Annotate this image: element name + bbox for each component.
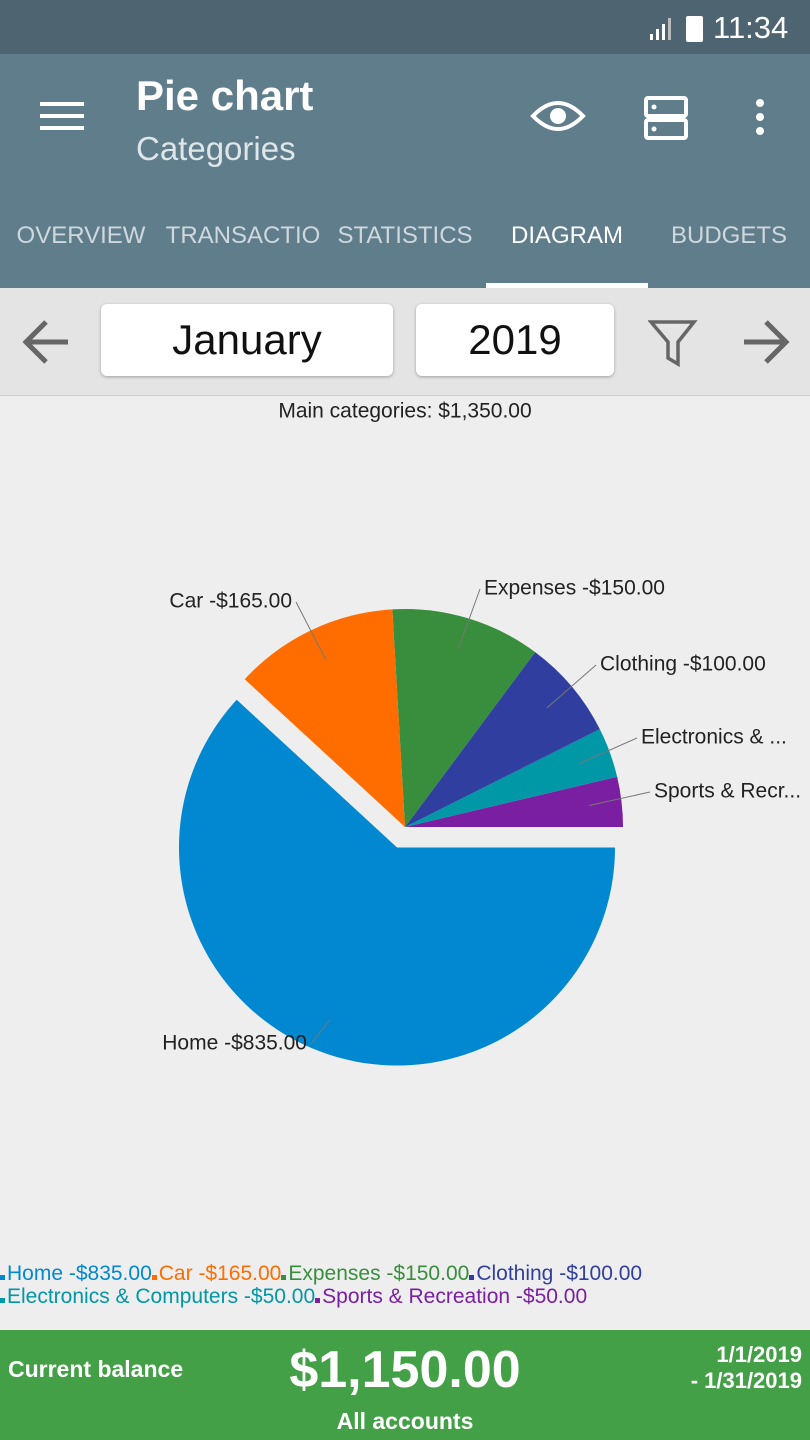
legend-entry: Expenses -$150.00 xyxy=(281,1262,469,1285)
time: 11:34 xyxy=(713,10,789,45)
eye-button[interactable] xyxy=(530,96,586,136)
legend-label: Clothing -$100.00 xyxy=(476,1262,643,1285)
slice-label: Car -$165.00 xyxy=(169,590,292,613)
legend-entry: Home -$835.00 xyxy=(0,1262,152,1285)
title: Pie chart xyxy=(136,72,314,119)
pie-slice xyxy=(392,609,536,827)
tab[interactable]: DIAGRAM xyxy=(510,222,623,249)
accounts-label: All accounts xyxy=(336,1408,474,1434)
subtitle: Categories xyxy=(136,130,296,167)
app-bar: Pie chart Categories xyxy=(0,54,810,288)
date-from: 1/1/2019 xyxy=(716,1342,802,1367)
leader-line xyxy=(588,791,651,806)
pie-slice xyxy=(405,652,600,827)
more-button[interactable] xyxy=(752,98,768,138)
legend-label: Home -$835.00 xyxy=(7,1262,152,1285)
menu-button[interactable] xyxy=(40,100,86,134)
status-icons xyxy=(650,16,703,42)
legend-entry: Electronics & Computers -$50.00 xyxy=(0,1285,315,1308)
date-to: - 1/31/2019 xyxy=(690,1368,802,1393)
status-bar: 11:34 xyxy=(0,0,810,54)
legend-label: Expenses -$150.00 xyxy=(288,1262,470,1285)
legend-entry: Sports & Recreation -$50.00 xyxy=(315,1285,587,1308)
slice-label: Clothing -$100.00 xyxy=(600,653,766,676)
pie-chart: Main categories: $1,350.00 Sports & Recr… xyxy=(162,400,801,1066)
balance-label: Current balance xyxy=(8,1356,184,1382)
legend-swatch xyxy=(469,1275,475,1280)
tab[interactable]: TRANSACTIO xyxy=(165,222,321,249)
tab[interactable]: STATISTICS xyxy=(337,222,473,249)
slice-label: Expenses -$150.00 xyxy=(484,577,665,600)
tab[interactable]: BUDGETS xyxy=(670,222,787,249)
tab[interactable]: OVERVIEW xyxy=(16,222,146,249)
legend-entry: Clothing -$100.00 xyxy=(469,1262,642,1285)
footer: Current balance $1,150.00 All accounts 1… xyxy=(0,1330,810,1440)
legend: Home -$835.00 Car -$165.00 Expenses -$150.… xyxy=(0,1262,810,1308)
legend-swatch xyxy=(151,1275,157,1280)
legend-entry: Car -$165.00 xyxy=(151,1262,282,1285)
legend-label: Electronics & Computers -$50.00 xyxy=(7,1285,316,1308)
leader-line xyxy=(310,1019,330,1045)
legend-label: Sports & Recreation -$50.00 xyxy=(322,1285,588,1308)
legend-swatch xyxy=(0,1275,5,1280)
next-button[interactable] xyxy=(740,318,792,366)
legend-swatch xyxy=(315,1298,321,1303)
month-selector[interactable]: January xyxy=(101,304,393,376)
legend-swatch xyxy=(281,1275,287,1280)
leader-line xyxy=(457,588,481,650)
leader-line xyxy=(295,601,327,660)
pie-slice xyxy=(405,729,618,827)
legend-label: Car -$165.00 xyxy=(158,1262,282,1285)
balance-value: $1,150.00 xyxy=(289,1341,521,1399)
leader-line xyxy=(578,737,638,765)
pie-slice xyxy=(244,609,405,827)
legend-swatch xyxy=(0,1298,5,1303)
prev-button[interactable] xyxy=(20,318,72,366)
accounts-button[interactable] xyxy=(644,96,688,140)
filter-button[interactable] xyxy=(648,318,698,368)
slice-label: Electronics & ... xyxy=(641,726,787,749)
tab-indicator xyxy=(486,283,648,288)
pie-slice xyxy=(178,699,615,1066)
chart-title: Main categories: $1,350.00 xyxy=(278,400,531,423)
pie-slice xyxy=(405,776,623,827)
leader-line xyxy=(546,664,597,709)
slice-label: Home -$835.00 xyxy=(162,1032,307,1055)
slice-label: Sports & Recr... xyxy=(654,780,801,803)
year-selector[interactable]: 2019 xyxy=(416,304,614,376)
